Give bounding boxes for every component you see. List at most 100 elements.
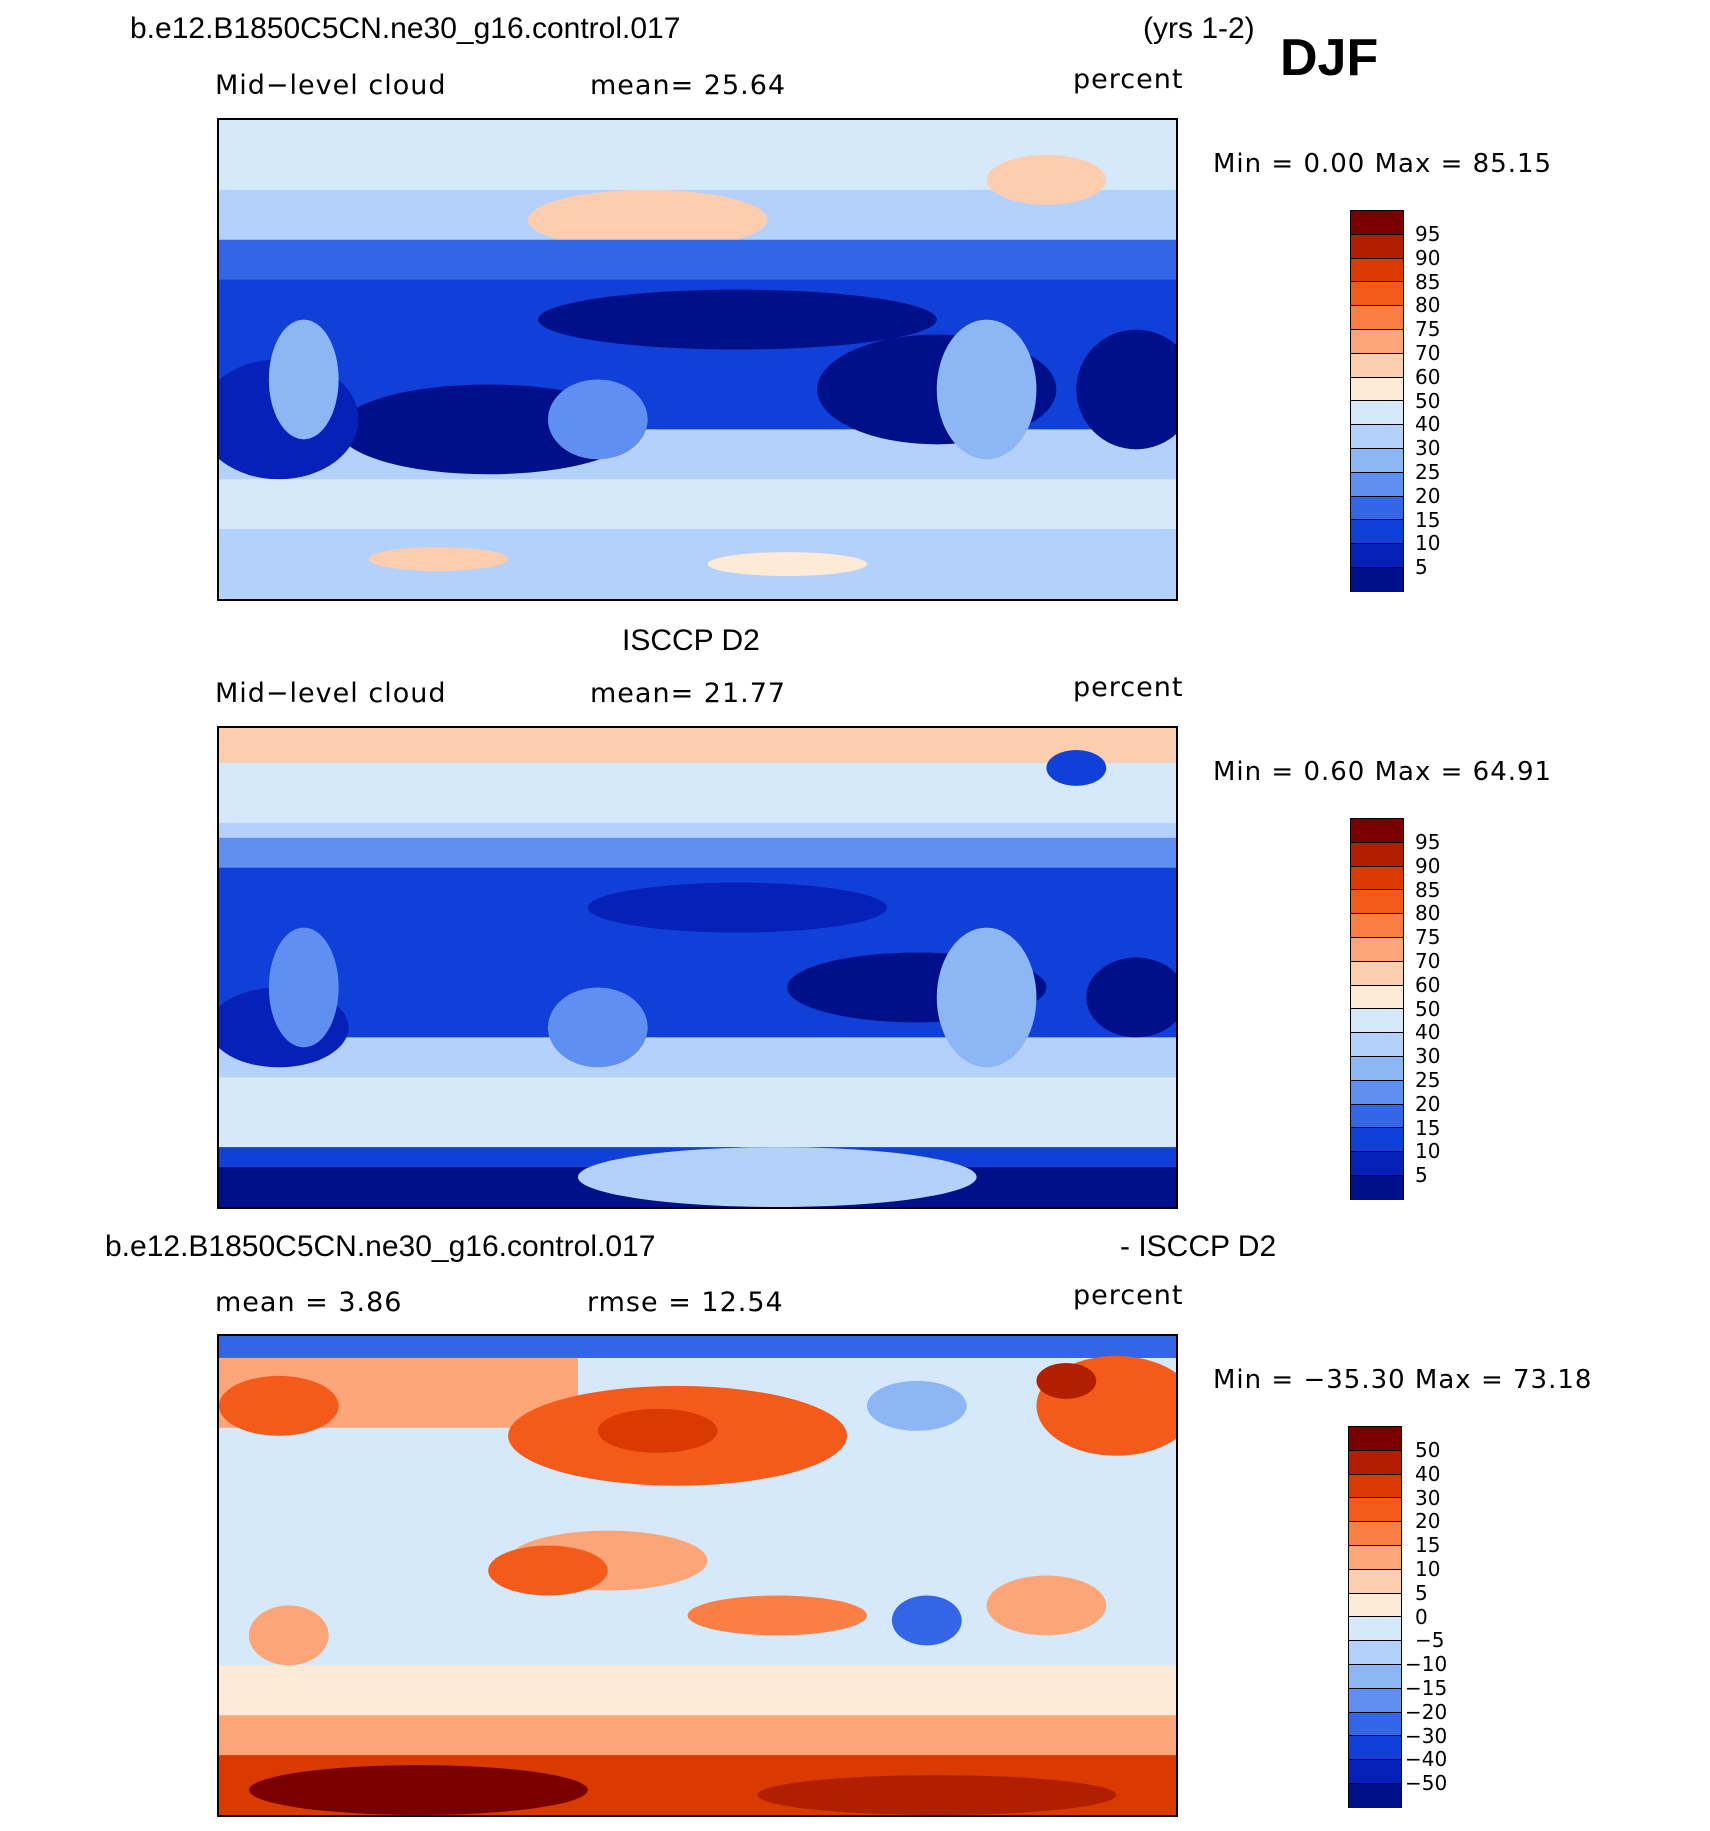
panel1-map [217,118,1178,601]
colorbar-tick-label: 25 [1415,1068,1441,1092]
colorbar-tick-label: 5 [1415,1163,1428,1188]
colorbar-tick-label: 15 [1415,1533,1441,1558]
panel1-mean-label: mean= 25.64 [590,70,787,101]
panel2-map-canvas [219,728,1176,1207]
panel2-colorbar-bin [1351,937,1403,962]
colorbar-tick-label: 25 [1415,460,1441,484]
colorbar-tick-label: 5 [1415,555,1428,580]
colorbar-tick-label: −50 [1405,1771,1448,1796]
colorbar-tick-label: −5 [1415,1628,1445,1653]
panel3-mean-label: mean = 3.86 [215,1287,403,1318]
colorbar-tick-label: 15 [1415,1115,1441,1140]
colorbar-tick-label: 0 [1415,1604,1428,1629]
panel3-colorbar [1348,1426,1402,1808]
colorbar-tick-label: 50 [1415,388,1441,413]
colorbar-tick-label: 30 [1415,1485,1441,1510]
panel2-colorbar-bin [1351,890,1403,915]
panel3-colorbar-bin [1349,1593,1401,1618]
panel1-colorbar-bin [1351,448,1403,473]
panel1-units-label: percent [1073,64,1184,95]
panel1-colorbar-bin [1351,425,1403,449]
panel1-minmax: Min = 0.00 Max = 85.15 [1213,149,1553,179]
panel3-map-canvas [219,1336,1176,1815]
panel3-colorbar-bin [1349,1760,1401,1784]
panel2-colorbar-bin [1351,985,1403,1010]
case-title: b.e12.B1850C5CN.ne30_g16.control.017 [130,12,681,45]
panel1-colorbar-bin [1351,377,1403,402]
panel3-colorbar-bin [1349,1522,1401,1546]
colorbar-tick-label: −20 [1405,1699,1448,1724]
colorbar-tick-label: 10 [1415,531,1441,556]
colorbar-tick-label: 40 [1415,1020,1441,1045]
colorbar-tick-label: 30 [1415,1044,1441,1069]
panel1-colorbar-bin [1351,472,1403,497]
panel3-rmse-label: rmse = 12.54 [587,1287,784,1318]
panel3-map [217,1334,1178,1817]
panel3-colorbar-bin [1349,1664,1401,1689]
panel1-colorbar-bin [1351,496,1403,521]
colorbar-tick-label: −15 [1405,1676,1448,1700]
panel2-colorbar-bin [1351,1080,1403,1105]
panel2-units-label: percent [1073,672,1184,703]
colorbar-tick-label: 50 [1415,1438,1441,1462]
colorbar-tick-label: 10 [1415,1139,1441,1164]
panel2-colorbar-bin [1351,1104,1403,1129]
panel2-colorbar-bin [1351,866,1403,891]
colorbar-tick-label: 60 [1415,364,1441,389]
panel1-colorbar-bin [1351,282,1403,307]
panel3-colorbar-bin [1349,1450,1401,1475]
panel2-colorbar [1350,818,1404,1200]
panel2-colorbar-bin [1351,1056,1403,1081]
panel2-title: ISCCP D2 [622,624,760,657]
colorbar-tick-label: −10 [1405,1652,1448,1677]
colorbar-tick-label: 75 [1415,925,1441,950]
colorbar-tick-label: −30 [1405,1723,1448,1748]
colorbar-tick-label: 60 [1415,972,1441,997]
panel2-minmax: Min = 0.60 Max = 64.91 [1213,757,1553,787]
panel1-colorbar-bin [1351,258,1403,283]
panel1-colorbar-bin [1351,234,1403,259]
panel2-colorbar-bin [1351,1152,1403,1176]
colorbar-tick-label: 85 [1415,269,1441,294]
colorbar-tick-label: 40 [1415,412,1441,437]
panel3-colorbar-bin [1349,1736,1401,1761]
colorbar-tick-label: 30 [1415,436,1441,461]
colorbar-tick-label: 10 [1415,1557,1441,1581]
colorbar-tick-label: 20 [1415,1091,1441,1116]
colorbar-tick-label: −40 [1405,1747,1448,1772]
panel2-colorbar-bin [1351,961,1403,986]
colorbar-tick-label: 90 [1415,853,1441,878]
colorbar-tick-label: 5 [1415,1580,1428,1605]
panel3-colorbar-bin [1349,1569,1401,1594]
panel2-variable-label: Mid−level cloud [215,678,447,709]
panel2-colorbar-bin [1351,1128,1403,1153]
colorbar-tick-label: 85 [1415,877,1441,902]
panel1-colorbar [1350,210,1404,592]
panel2-colorbar-bin [1351,819,1403,843]
panel3-units-label: percent [1073,1280,1184,1311]
panel1-colorbar-bin [1351,353,1403,378]
years-label: (yrs 1-2) [1143,12,1255,45]
panel2-colorbar-bin [1351,1175,1403,1200]
panel1-colorbar-bin [1351,567,1403,592]
panel2-colorbar-bin [1351,914,1403,938]
colorbar-tick-label: 20 [1415,483,1441,508]
panel3-colorbar-bin [1349,1474,1401,1499]
season-label: DJF [1280,29,1379,87]
panel3-minmax: Min = −35.30 Max = 73.18 [1213,1365,1593,1395]
panel1-colorbar-bin [1351,401,1403,426]
colorbar-tick-label: 95 [1415,830,1441,854]
panel1-colorbar-bin [1351,306,1403,330]
panel1-colorbar-bin [1351,544,1403,568]
colorbar-tick-label: 95 [1415,222,1441,246]
panel1-colorbar-bin [1351,211,1403,235]
colorbar-tick-label: 50 [1415,996,1441,1021]
panel2-colorbar-bin [1351,1009,1403,1034]
panel1-map-canvas [219,120,1176,599]
colorbar-tick-label: 70 [1415,949,1441,973]
panel3-colorbar-bin [1349,1498,1401,1523]
panel3-colorbar-bin [1349,1641,1401,1665]
panel2-mean-label: mean= 21.77 [590,678,787,709]
colorbar-tick-label: 90 [1415,245,1441,270]
panel3-colorbar-bin [1349,1617,1401,1642]
